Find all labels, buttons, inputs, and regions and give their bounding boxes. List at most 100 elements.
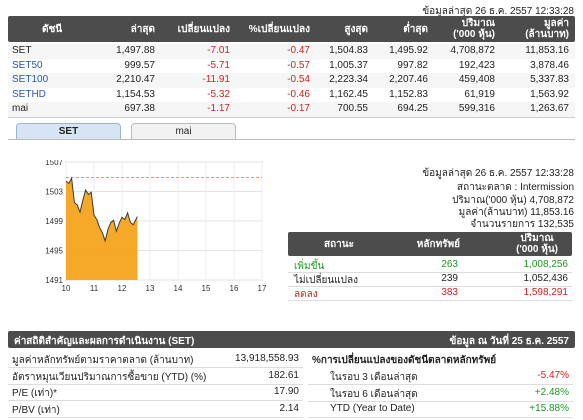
chart-x-axis: 10 11 12 13 14 15 16 17 [62,284,267,293]
market-status: สถานะตลาด : Intermission [457,182,574,193]
index-cell-last: 999.57 [124,59,155,71]
index-cell-last: 1,154.53 [116,88,155,100]
key-stats-header: ค่าสถิติสำคัญและผลการดำเนินงาน (SET) ข้อ… [8,331,575,348]
key-stats-title: ค่าสถิติสำคัญและผลการดำเนินงาน (SET) [14,336,195,347]
index-row[interactable]: SET50 999.57 -5.71 -0.57 1,005.37 997.82 192,4… [8,58,575,74]
index-cell-vol: 61,919 [464,88,495,100]
index-cell-low: 1,152.83 [389,88,428,100]
chart-y-tick-label: 1491 [45,276,63,285]
stats-header-volume: ปริมาณ ('000 หุ้น) [516,233,558,255]
chart-y-tick-label: 1507 [45,160,63,167]
stats-cell-count: 263 [441,259,458,270]
header-change: เปลี่ยนแปลง [177,24,230,35]
chart-y-tick-label: 1499 [45,217,63,226]
key-stat-label: P/BV (เท่า) [12,404,60,416]
key-stat-value: 182.61 [268,369,299,381]
key-stat-value: 13,918,558.93 [235,353,299,364]
index-cell-pct: -0.46 [287,88,310,100]
stats-cell-volume: 1,008,256 [523,259,569,270]
chart-y-axis: 1507 1503 1499 1495 1491 [45,160,63,285]
stats-row: ลดลง 383 1,598,291 [288,286,572,301]
market-value: มูลค่า(ล้านบาท) 11,853.16 [458,207,574,218]
header-value-line1: มูลค่า [543,18,569,29]
chart-x-tick-label: 12 [118,284,127,293]
index-cell-last: 2,210.47 [116,74,155,85]
change-title: %การเปลี่ยนแปลงของดัชนีตลาดหลักทรัพย์ [312,355,497,366]
index-change-value: -5.47% [537,370,569,381]
index-cell-high: 1,504.83 [329,45,368,56]
stats-table-header: สถานะ หลักทรัพย์ ปริมาณ ('000 หุ้น) [288,232,572,256]
stats-header-status: สถานะ [324,239,354,250]
index-change-row: ในรอบ 3 เดือนล่าสุด -5.47% [308,368,573,385]
index-cell-vol: 599,316 [458,103,495,114]
key-stat-value: 17.90 [273,386,299,397]
index-change-value: +15.88% [529,403,569,414]
chart-x-tick-label: 15 [202,284,211,293]
key-stat-row: อัตราหมุนเวียนปริมาณการซื้อขาย (YTD) (%)… [8,368,303,385]
index-cell-pct: -0.47 [287,45,310,56]
key-stat-label: P/E (เท่า)* [12,388,58,399]
index-cell-pct: -0.17 [287,103,310,114]
chart-y-tick-label: 1495 [45,247,63,256]
index-cell-name: SET100 [12,74,49,85]
header-low: ต่ำสุด [403,24,428,35]
key-stat-value: 2.14 [279,402,299,414]
index-row[interactable]: mai 697.38 -1.17 -0.17 700.55 694.25 599,316 1,… [8,102,575,118]
stats-header-volume-line1: ปริมาณ [520,233,554,244]
index-cell-val: 3,878.46 [530,59,569,71]
stats-cell-label: ไม่เปลี่ยนแปลง [294,275,359,286]
index-cell-last: 697.38 [124,103,155,114]
market-deals: จำนวนรายการ 132,535 [470,219,574,230]
index-cell-chg: -11.91 [202,74,230,85]
index-cell-low: 1,495.92 [389,45,428,56]
intraday-chart: 1507 1503 1499 1495 1491 10 11 12 13 14 15 16 17 [45,160,267,293]
stats-row: เพิ่มขึ้น 263 1,008,256 [288,258,572,273]
key-stats-date: ข้อมูล ณ วันที่ 25 ธ.ค. 2557 [449,336,570,347]
index-change-label: YTD (Year to Date) [330,403,415,414]
index-cell-pct: -0.54 [287,74,310,85]
header-volume-line2: ('000 หุ้น) [453,29,495,40]
index-change-row: ในรอบ 6 เดือนล่าสุด +2.48% [308,385,573,402]
index-change-label: ในรอบ 6 เดือนล่าสุด [330,388,418,400]
header-value: มูลค่า (ล้านบาท) [525,18,569,40]
index-cell-vol: 4,708,872 [450,45,496,56]
index-cell-name: SETHD [12,88,46,100]
index-cell-chg: -7.01 [207,45,230,56]
chart-x-tick-label: 14 [174,284,183,293]
header-last: ล่าสุด [130,24,155,35]
index-row[interactable]: SET100 2,210.47 -11.91 -0.54 2,223.34 2,207.4… [8,73,575,88]
index-cell-name: mai [12,103,29,114]
index-cell-high: 2,223.34 [329,74,368,85]
index-cell-low: 694.25 [397,103,428,114]
chart-y-tick-label: 1503 [45,188,63,197]
index-cell-val: 5,337.83 [530,74,569,85]
index-cell-low: 2,207.46 [389,74,428,85]
stats-header-securities: หลักทรัพย์ [416,239,460,250]
chart-series-line [65,176,138,243]
index-cell-val: 1,563.92 [530,88,569,100]
index-cell-high: 1,162.45 [329,88,368,100]
index-cell-name: SET50 [12,59,43,71]
key-stat-label: มูลค่าหลักทรัพย์ตามราคาตลาด (ล้านบาท) [12,355,194,366]
index-cell-chg: -5.71 [207,59,230,71]
index-row[interactable]: SET 1,497.88 -7.01 -0.47 1,504.83 1,495.92 4,7… [8,44,575,59]
stats-cell-label: เพิ่มขึ้น [294,261,325,272]
index-cell-vol: 459,408 [458,74,495,85]
tab-set[interactable]: SET [16,123,121,140]
index-cell-pct: -0.57 [287,59,310,71]
chart-x-tick-label: 17 [258,284,267,293]
header-index: ดัชนี [42,24,63,35]
market-timestamp: ข้อมูลล่าสุด 26 ธ.ค. 2557 12:33:28 [422,168,574,179]
index-row[interactable]: SETHD 1,154.53 -5.32 -0.46 1,162.45 1,152.83 6… [8,87,575,103]
stats-cell-count: 383 [441,287,458,298]
header-volume: ปริมาณ ('000 หุ้น) [453,18,495,40]
header-high: สูงสุด [344,24,368,35]
stats-header-volume-line2: ('000 หุ้น) [516,244,558,255]
index-change-label: ในรอบ 3 เดือนล่าสุด [330,372,418,383]
tab-mai[interactable]: mai [131,123,236,140]
stats-cell-volume: 1,598,291 [523,287,569,298]
index-change-row: YTD (Year to Date) +15.88% [308,401,573,418]
index-change-value: +2.48% [534,386,569,398]
key-stat-label: อัตราหมุนเวียนปริมาณการซื้อขาย (YTD) (%) [12,371,207,383]
index-cell-low: 997.82 [397,59,428,71]
